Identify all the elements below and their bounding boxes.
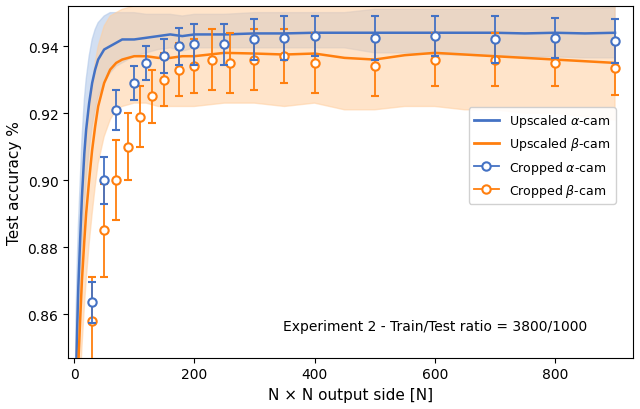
Text: Experiment 2 - Train/Test ratio = 3800/1000: Experiment 2 - Train/Test ratio = 3800/1…	[283, 319, 587, 333]
Legend: Upscaled $\alpha$-cam, Upscaled $\beta$-cam, Cropped $\alpha$-cam, Cropped $\bet: Upscaled $\alpha$-cam, Upscaled $\beta$-…	[469, 108, 616, 204]
Y-axis label: Test accuracy %: Test accuracy %	[7, 121, 22, 244]
X-axis label: N × N output side [N]: N × N output side [N]	[268, 387, 433, 402]
